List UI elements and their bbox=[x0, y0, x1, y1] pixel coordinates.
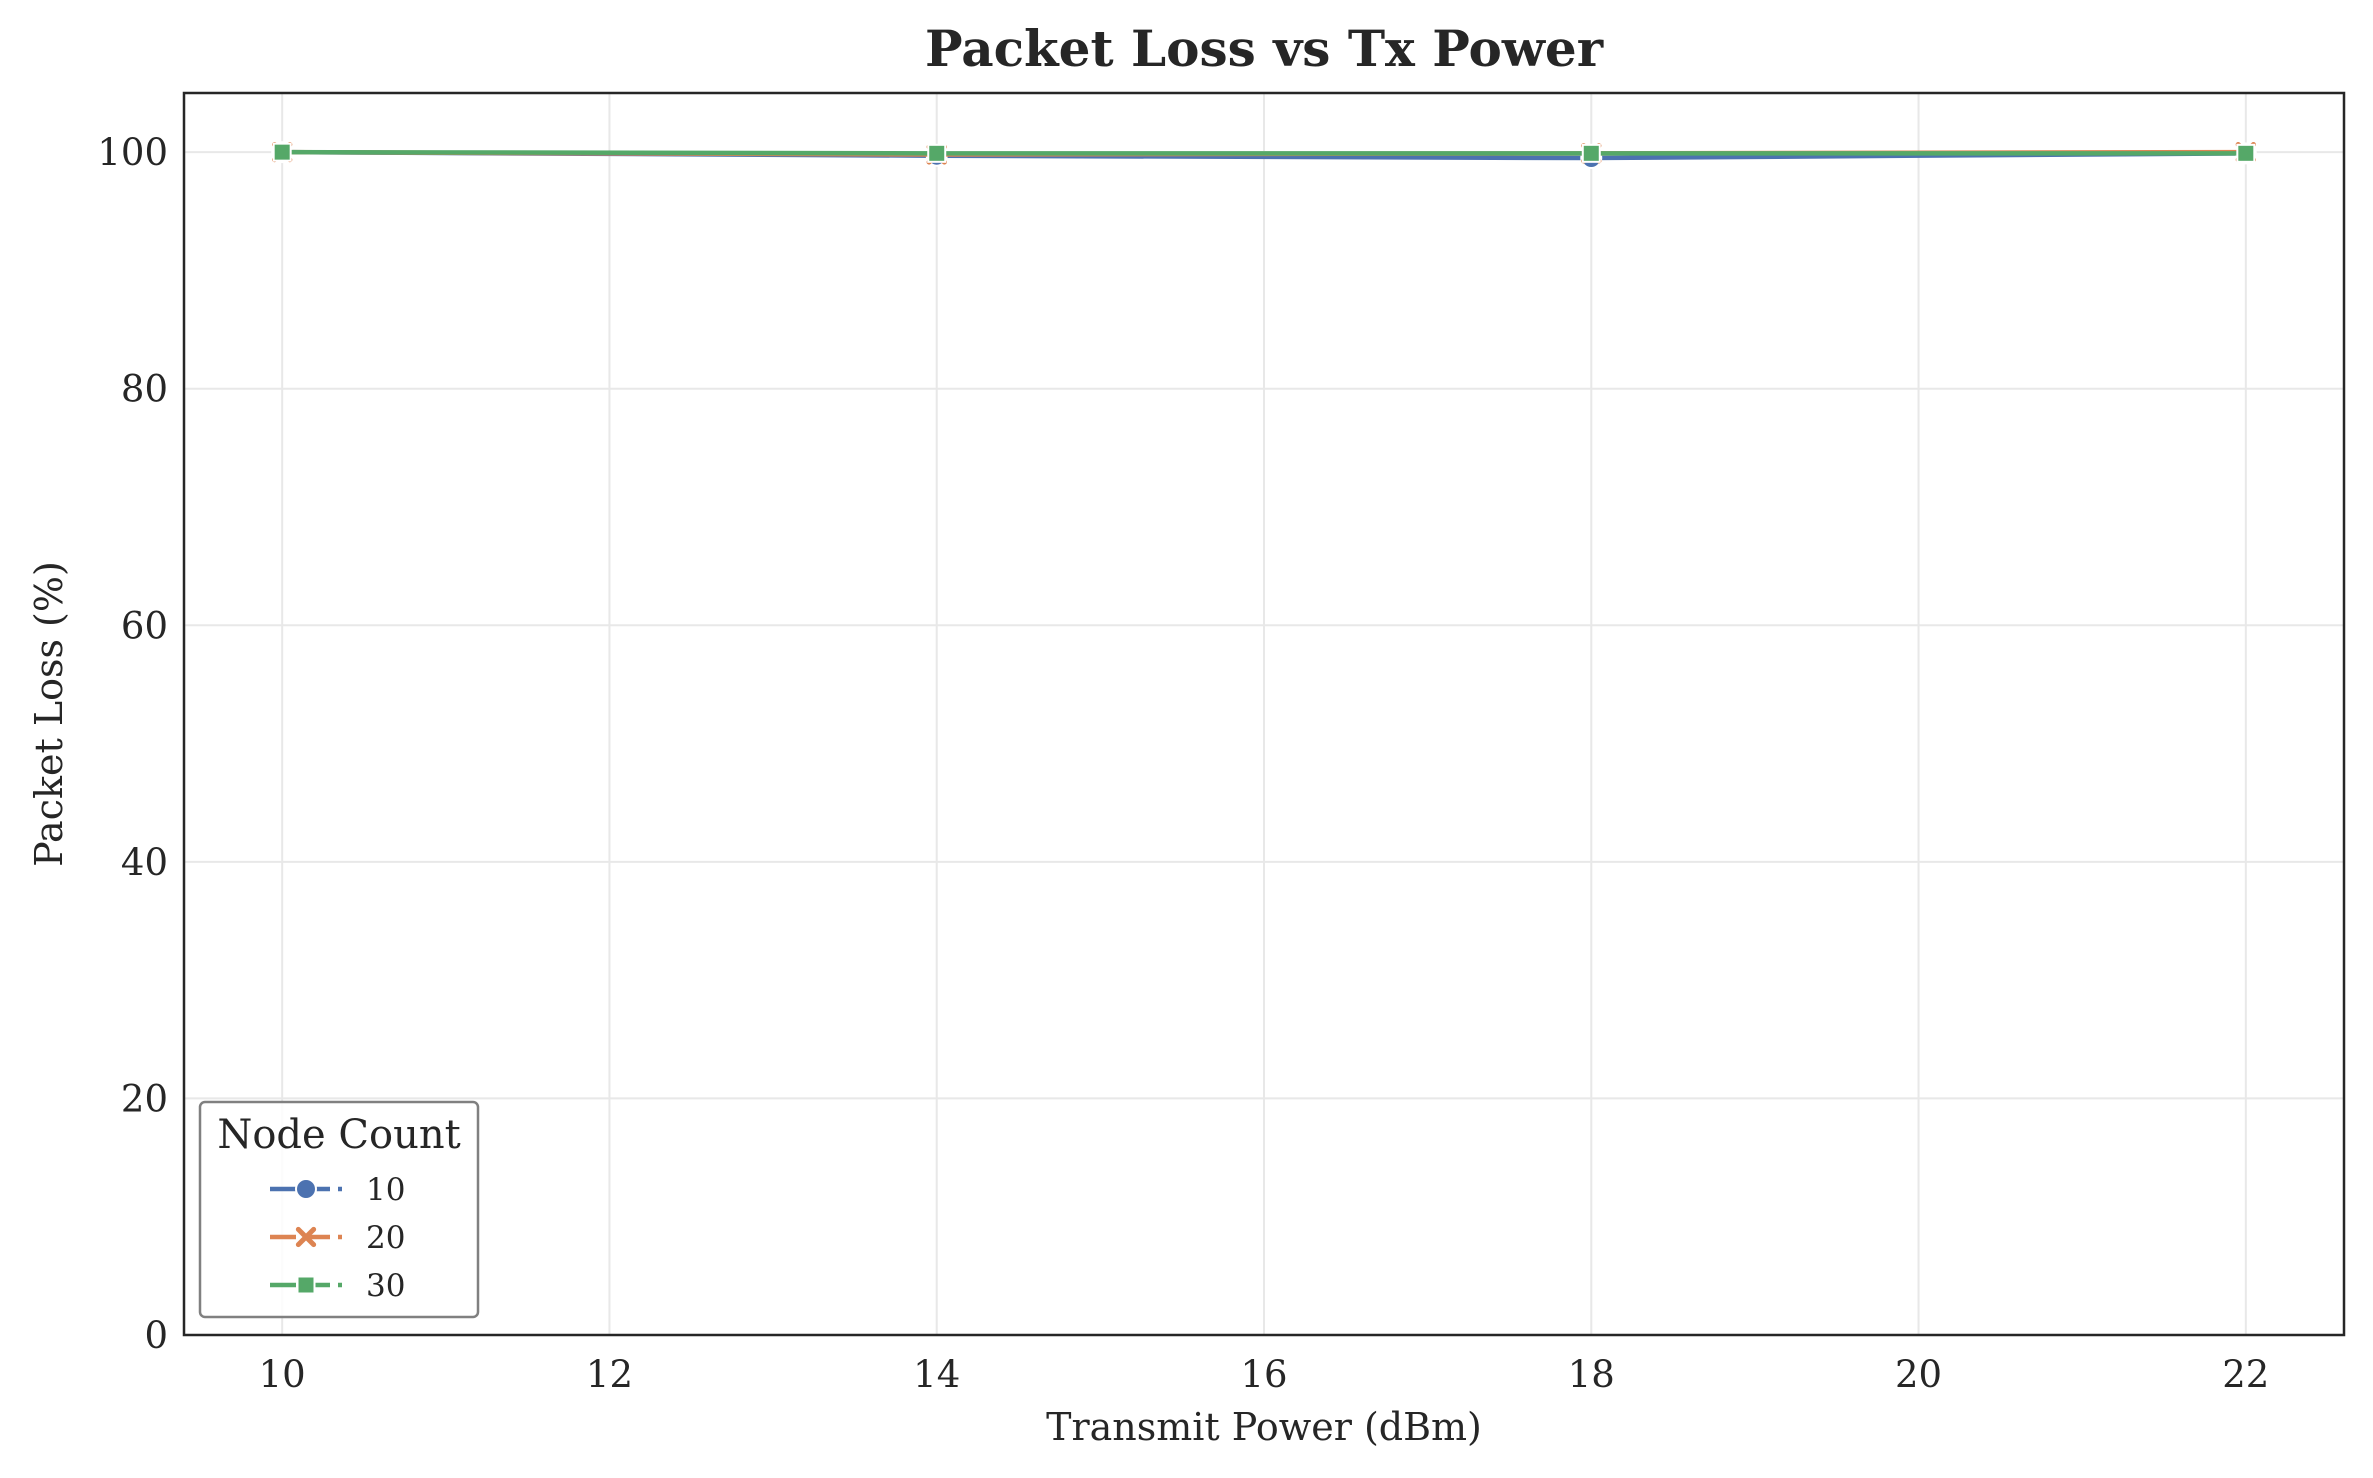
y-tick-labels: 0 20 40 60 80 100 bbox=[97, 131, 168, 1357]
y-tick-label: 60 bbox=[121, 604, 168, 647]
x-axis-label: Transmit Power (dBm) bbox=[1046, 1405, 1482, 1449]
data-point bbox=[1581, 143, 1601, 163]
x-tick-label: 16 bbox=[1240, 1353, 1287, 1396]
data-point bbox=[2236, 143, 2256, 163]
legend-marker bbox=[296, 1275, 316, 1295]
series-line bbox=[282, 149, 2246, 156]
series-30 bbox=[272, 142, 2256, 163]
series-layer bbox=[271, 141, 2257, 170]
legend-label: 20 bbox=[366, 1220, 405, 1256]
y-tick-label: 80 bbox=[121, 368, 168, 411]
data-point bbox=[927, 143, 947, 163]
legend: Node Count 10 20 30 bbox=[198, 1100, 480, 1319]
legend-label: 30 bbox=[366, 1268, 405, 1304]
x-tick-label: 12 bbox=[586, 1353, 633, 1396]
legend-label: 10 bbox=[366, 1172, 405, 1208]
plot-frame bbox=[182, 91, 2346, 1337]
legend-marker bbox=[295, 1178, 317, 1200]
legend-title: Node Count bbox=[217, 1112, 460, 1158]
x-tick-label: 18 bbox=[1568, 1353, 1615, 1396]
legend-item: 10 bbox=[270, 1172, 405, 1208]
y-tick-label: 100 bbox=[97, 131, 168, 174]
legend-box bbox=[198, 1100, 480, 1319]
x-tick-label: 20 bbox=[1895, 1353, 1942, 1396]
x-tick-labels: 10 12 14 16 18 20 22 bbox=[259, 1353, 2270, 1396]
chart-title: Packet Loss vs Tx Power bbox=[925, 19, 1604, 78]
y-axis-label: Packet Loss (%) bbox=[27, 561, 71, 867]
x-tick-label: 14 bbox=[913, 1353, 960, 1396]
legend-items: 10 20 30 bbox=[270, 1172, 405, 1304]
x-tick-label: 10 bbox=[259, 1353, 306, 1396]
legend-item: 20 bbox=[270, 1220, 405, 1256]
y-tick-label: 40 bbox=[121, 841, 168, 884]
legend-marker bbox=[295, 1226, 317, 1248]
x-tick-label: 22 bbox=[2222, 1353, 2269, 1396]
y-tick-label: 20 bbox=[121, 1077, 168, 1120]
y-tick-label: 0 bbox=[144, 1314, 168, 1357]
data-point bbox=[272, 142, 292, 162]
legend-item: 30 bbox=[270, 1268, 405, 1304]
